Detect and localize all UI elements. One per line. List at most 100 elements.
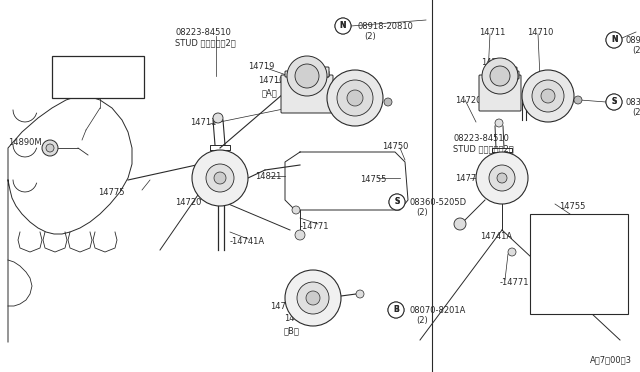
Text: STUD スタッド（2）: STUD スタッド（2） [453,144,514,153]
Text: (2): (2) [416,316,428,325]
Circle shape [214,172,226,184]
Circle shape [606,32,622,48]
Text: CAL: CAL [72,68,88,77]
Text: B: B [393,305,399,314]
FancyBboxPatch shape [285,71,329,77]
Circle shape [495,119,503,127]
Circle shape [292,206,300,214]
Circle shape [606,94,622,110]
Circle shape [454,218,466,230]
Text: 14710: 14710 [258,76,284,85]
Circle shape [295,64,319,88]
Text: 14775: 14775 [98,188,125,197]
Circle shape [482,58,518,94]
Text: B: B [393,305,399,314]
Text: N: N [611,35,617,45]
Text: STUD スタッド（2）: STUD スタッド（2） [175,38,236,47]
Circle shape [389,194,405,210]
Circle shape [327,70,383,126]
Circle shape [497,173,507,183]
FancyBboxPatch shape [487,67,517,77]
Text: (2): (2) [632,108,640,117]
Text: 14750: 14750 [587,244,613,253]
Circle shape [297,282,329,314]
Circle shape [532,80,564,112]
Circle shape [287,56,327,96]
Bar [530,214,628,314]
Circle shape [356,290,364,298]
Text: -14771: -14771 [500,278,529,287]
Circle shape [384,98,392,106]
Circle shape [347,90,363,106]
Text: 14711: 14711 [190,118,216,127]
Circle shape [337,80,373,116]
Circle shape [574,96,582,104]
Circle shape [213,113,223,123]
Text: 14719: 14719 [270,302,296,311]
Text: 14710: 14710 [527,28,554,37]
Text: 08223-84510: 08223-84510 [453,134,509,143]
Circle shape [541,89,555,103]
Text: (2): (2) [632,46,640,55]
Text: 08070-8201A: 08070-8201A [410,306,467,315]
Circle shape [335,18,351,34]
Circle shape [489,165,515,191]
Text: S: S [611,97,617,106]
Text: 14719: 14719 [481,58,508,67]
Text: 14958P: 14958P [68,80,105,90]
Circle shape [508,248,516,256]
FancyBboxPatch shape [281,75,333,113]
Text: N: N [340,22,346,31]
Text: 08360-5205D: 08360-5205D [626,98,640,107]
Text: -14771: -14771 [300,222,330,231]
Text: 14755: 14755 [559,202,586,211]
FancyBboxPatch shape [291,67,329,77]
FancyBboxPatch shape [479,75,521,111]
Text: 14719: 14719 [248,62,275,71]
Text: 08223-84510: 08223-84510 [175,28,231,37]
Text: 14741A: 14741A [480,232,512,241]
Text: CAL: CAL [58,60,74,69]
Bar [52,56,144,98]
Circle shape [46,144,54,152]
Text: （A）: （A） [262,88,278,97]
Text: 14710: 14710 [284,314,310,323]
Circle shape [206,164,234,192]
Text: (2): (2) [416,208,428,217]
Circle shape [388,302,404,318]
Text: 14890M: 14890M [8,138,42,147]
Text: 08360-5205D: 08360-5205D [410,198,467,207]
Text: N: N [611,35,617,45]
Text: 08918-20810: 08918-20810 [358,22,414,31]
Text: 08918-20810: 08918-20810 [626,36,640,45]
Text: (2): (2) [364,32,376,41]
Text: 14821: 14821 [255,172,282,181]
Text: N: N [340,22,346,31]
Text: S: S [394,198,400,206]
Circle shape [285,270,341,326]
Circle shape [389,194,405,210]
Text: 14720: 14720 [455,96,481,105]
Text: A・7）00・3: A・7）00・3 [590,355,632,364]
Text: 14755: 14755 [360,175,387,184]
Circle shape [522,70,574,122]
Circle shape [388,302,404,318]
Circle shape [606,32,622,48]
Text: 14821: 14821 [566,224,593,233]
Text: （B）: （B） [284,326,300,335]
Circle shape [490,66,510,86]
Text: 14720: 14720 [175,198,202,207]
Text: -14741A: -14741A [230,237,265,246]
Circle shape [476,152,528,204]
Text: 14750: 14750 [382,142,408,151]
Text: 14775: 14775 [455,174,481,183]
Circle shape [306,291,320,305]
Circle shape [42,140,58,156]
Text: 14958P: 14958P [58,70,97,80]
Text: S: S [611,97,617,106]
FancyBboxPatch shape [483,71,519,79]
Circle shape [606,94,622,110]
Text: 14711: 14711 [479,28,506,37]
Text: S: S [394,198,400,206]
Circle shape [335,18,351,34]
